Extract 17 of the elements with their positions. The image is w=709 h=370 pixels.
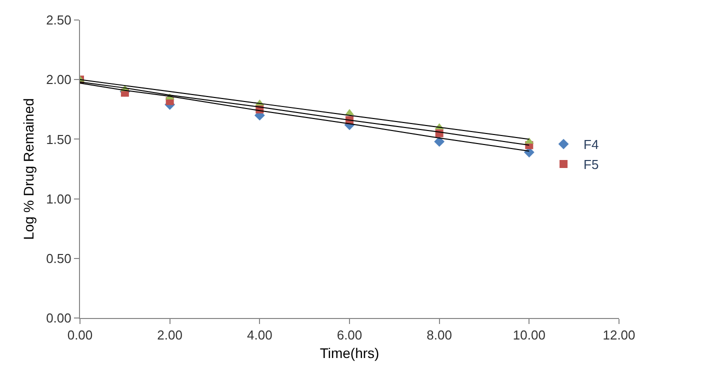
y-tick-label: 2.50 — [46, 12, 72, 28]
x-tick-label: 10.00 — [512, 328, 546, 343]
x-tick-label: 12.00 — [602, 328, 636, 343]
legend-label: F4 — [584, 137, 599, 152]
x-tick-label: 4.00 — [247, 328, 272, 343]
x-tick-label: 6.00 — [336, 328, 362, 343]
y-tick-label: 0.00 — [46, 310, 72, 326]
legend-label: F5 — [584, 157, 599, 172]
x-axis-title: Time(hrs) — [320, 344, 380, 361]
x-tick-label: 0.00 — [67, 328, 93, 343]
y-tick-label: 2.00 — [46, 72, 72, 88]
x-tick-label: 2.00 — [157, 328, 182, 343]
y-tick-label: 1.00 — [46, 191, 72, 206]
y-axis-title: Log % Drug Remained — [20, 98, 37, 240]
y-tick-label: 1.50 — [46, 132, 72, 147]
y-tick-label: 0.50 — [46, 250, 72, 266]
x-tick-label: 8.00 — [426, 328, 452, 343]
